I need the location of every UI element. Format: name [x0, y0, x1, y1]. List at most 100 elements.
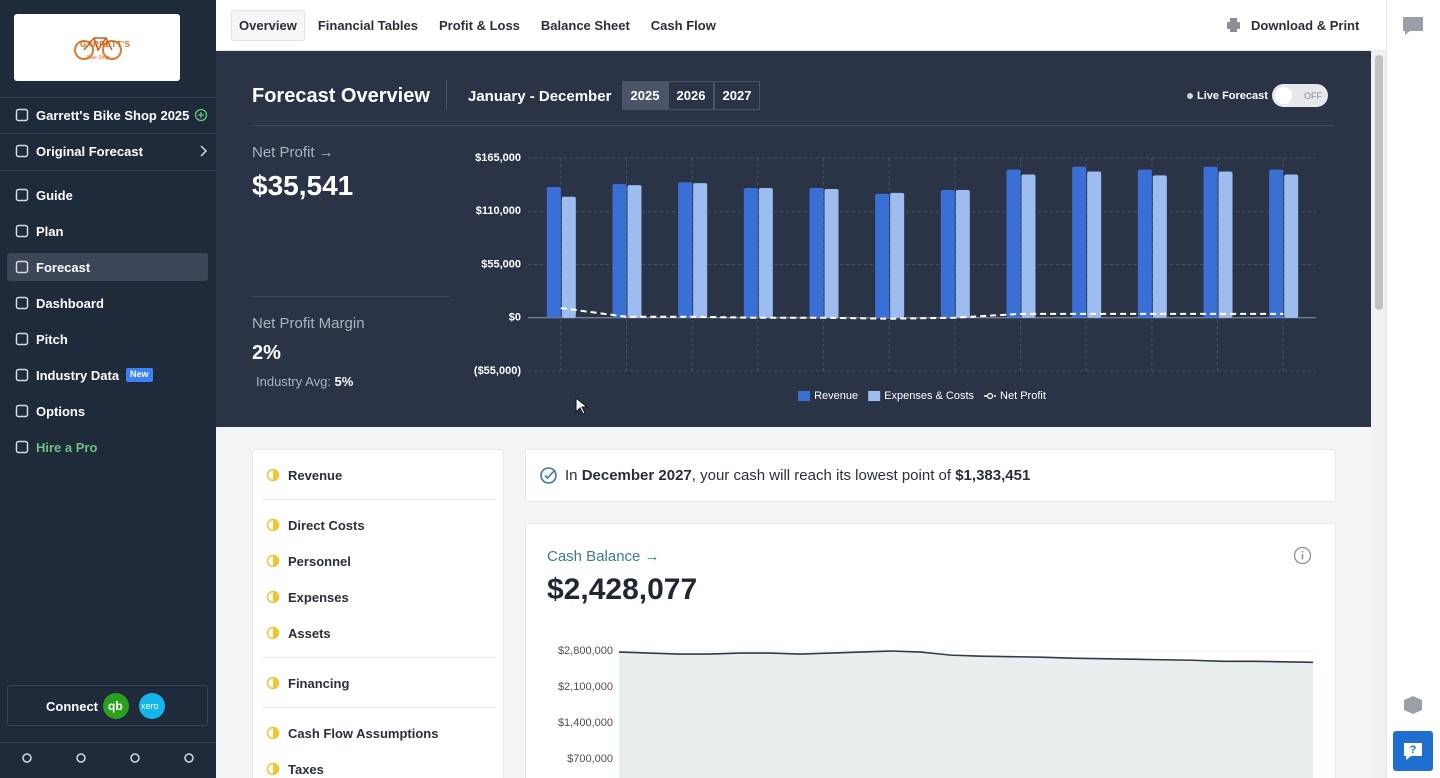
xero-text[interactable]: xero — [141, 700, 159, 711]
scrollbar-thumb[interactable] — [1375, 55, 1383, 310]
year-button[interactable]: 2025 — [622, 81, 668, 110]
period: January - December — [468, 87, 612, 105]
tab[interactable]: Balance Sheet — [540, 18, 630, 33]
kpi-label[interactable]: Net Profit → — [252, 143, 334, 161]
cursor — [575, 397, 589, 415]
year-button[interactable]: 2026 — [668, 81, 714, 110]
help-icon: ? — [1404, 743, 1422, 760]
kpi-value: $35,541 — [252, 170, 354, 201]
cash-banner — [525, 449, 1336, 502]
tab[interactable]: Profit & Loss — [439, 18, 520, 33]
icon-shape — [15, 404, 29, 418]
section-icon — [266, 726, 280, 740]
section-item[interactable]: Assets — [288, 625, 331, 641]
bar — [678, 182, 693, 318]
logo-text: GARRETT'S — [80, 40, 131, 49]
section-item[interactable]: Taxes — [288, 761, 324, 777]
bar — [1218, 171, 1233, 318]
section-icon — [266, 590, 280, 604]
section-item[interactable]: Direct Costs — [288, 517, 365, 533]
search[interactable] — [74, 752, 88, 766]
bar — [1087, 171, 1102, 318]
icon-shape — [15, 296, 29, 310]
book-icon[interactable] — [1402, 694, 1424, 714]
icon-shape — [273, 591, 279, 603]
y-tick-label: $110,000 — [476, 205, 521, 217]
nav-icon — [15, 108, 29, 122]
legend: Revenue Expenses & Costs Net Profit — [798, 390, 1046, 402]
bar — [1203, 166, 1218, 318]
chat-icon[interactable] — [1400, 14, 1426, 38]
tab[interactable]: Cash Flow — [650, 18, 716, 33]
year-button[interactable]: 2027 — [714, 81, 760, 110]
cash-title[interactable]: Cash Balance → — [547, 547, 660, 565]
nav-item[interactable]: Hire a Pro — [36, 439, 98, 455]
icon-shape — [544, 469, 556, 480]
invite-user[interactable] — [128, 752, 142, 766]
icon-shape — [1230, 27, 1237, 32]
legend-label: Revenue — [814, 390, 858, 402]
nav-item[interactable]: Options — [36, 403, 86, 419]
nav-item[interactable]: Plan — [36, 223, 64, 239]
icon-shape — [130, 753, 140, 763]
kpi-rule — [252, 296, 450, 297]
live-forecast: Live Forecast — [1197, 89, 1268, 102]
bar — [1269, 169, 1284, 318]
info-icon[interactable] — [1293, 546, 1312, 565]
bar — [955, 189, 970, 318]
logo-mark — [74, 37, 122, 60]
nav-item[interactable]: Forecast — [36, 259, 91, 275]
tab[interactable]: Overview — [231, 10, 305, 41]
legend-swatch — [868, 391, 881, 401]
section-item[interactable]: Revenue — [288, 467, 343, 483]
section-icon — [266, 676, 280, 690]
nav-item[interactable]: Pitch — [36, 331, 68, 347]
company-name[interactable]: Garrett's Bike Shop 2025 — [36, 107, 190, 123]
icon-shape — [575, 397, 589, 415]
nav-item[interactable]: Dashboard — [36, 295, 104, 311]
forecast-selector[interactable]: Original Forecast — [36, 143, 143, 159]
legend-label: Net Profit — [1000, 390, 1046, 402]
nav-icon — [15, 332, 29, 346]
nav-icon — [15, 144, 29, 158]
bar — [1006, 169, 1021, 318]
y-tick-label: $2,800,000 — [558, 645, 613, 657]
nav-item[interactable]: Guide — [36, 187, 73, 203]
y-tick-label: $2,100,000 — [558, 681, 613, 693]
icon-shape — [15, 332, 29, 346]
nav-icon — [15, 440, 29, 454]
kpi-value: 2% — [252, 342, 281, 364]
section-rule — [263, 499, 496, 500]
y-tick-label: $0 — [509, 312, 521, 324]
bar — [1021, 174, 1036, 318]
tab[interactable]: Financial Tables — [317, 18, 419, 33]
section-item[interactable]: Financing — [288, 675, 350, 691]
section-icon — [266, 518, 280, 532]
icon-shape — [273, 519, 279, 531]
download-print[interactable]: Download & Print — [1251, 17, 1360, 33]
section-item[interactable]: Cash Flow Assumptions — [288, 725, 439, 741]
legend-swatch — [798, 391, 811, 401]
industry-avg: Industry Avg: 5% — [256, 375, 353, 388]
y-tick-label: ($55,000) — [474, 365, 521, 377]
quickbooks-text[interactable]: qb — [108, 699, 123, 713]
overview-panel — [216, 51, 1371, 427]
section-item[interactable]: Personnel — [288, 553, 351, 569]
toggle-state: OFF — [1304, 90, 1322, 101]
industry-value: 5% — [334, 374, 354, 389]
user-menu[interactable] — [20, 752, 34, 766]
top-bar — [216, 0, 1386, 51]
section-item[interactable]: Expenses — [288, 589, 349, 605]
y-tick-label: $165,000 — [475, 152, 521, 164]
y-tick-label: $1,400,000 — [558, 717, 613, 729]
sidebar — [0, 0, 216, 778]
nav-item[interactable]: Industry Data — [36, 367, 120, 383]
tab-bar: Overview Financial Tables Profit & Loss Bal… — [231, 10, 729, 41]
collapse-sidebar[interactable] — [182, 752, 196, 766]
bar — [693, 183, 708, 318]
banner-month: December 2027 — [581, 467, 692, 484]
icon-shape — [540, 467, 557, 484]
icon-shape — [194, 108, 208, 122]
sections-panel — [252, 449, 504, 778]
